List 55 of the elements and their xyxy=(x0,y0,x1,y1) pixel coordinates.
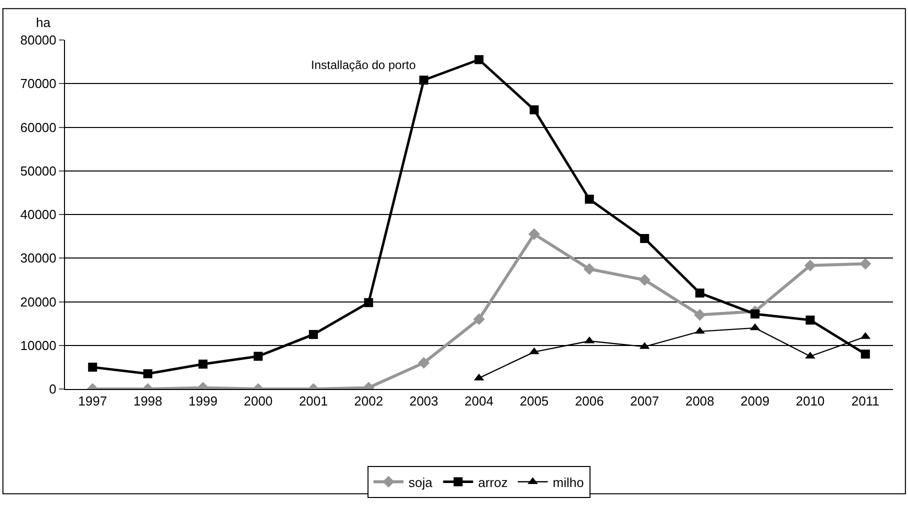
x-tick-label: 1999 xyxy=(188,394,218,409)
x-tick-label: 2002 xyxy=(354,394,384,409)
x-tick-label: 2008 xyxy=(685,394,714,409)
y-tick-label: 60000 xyxy=(20,120,56,135)
y-tick-label: 80000 xyxy=(20,32,56,48)
x-tick-label: 1998 xyxy=(133,394,162,409)
annotation: Installação do porto xyxy=(311,58,416,72)
point xyxy=(419,76,428,85)
point xyxy=(364,298,374,308)
y-tick-label: 10000 xyxy=(20,338,56,353)
y-tick-label: 50000 xyxy=(20,163,56,178)
point xyxy=(528,228,540,240)
point xyxy=(143,369,152,378)
point xyxy=(254,352,263,361)
x-tick-label: 2006 xyxy=(574,394,604,409)
legend-label: soja xyxy=(408,474,434,490)
point xyxy=(640,234,650,243)
point xyxy=(473,313,485,326)
point xyxy=(88,362,98,372)
point xyxy=(694,308,706,321)
y-tick-label: 20000 xyxy=(20,294,56,310)
x-tick-label: 2000 xyxy=(244,394,273,409)
point xyxy=(529,347,540,354)
point xyxy=(584,194,594,204)
point xyxy=(308,330,318,339)
y-tick-label: 0 xyxy=(49,382,56,397)
x-tick-label: 2009 xyxy=(740,394,770,409)
point xyxy=(750,309,760,318)
point xyxy=(805,352,816,359)
y-tick-label: 30000 xyxy=(20,250,56,266)
x-tick-label: 2007 xyxy=(630,394,660,409)
x-tick-label: 2010 xyxy=(796,394,825,409)
point xyxy=(638,274,650,286)
legend-label: arroz xyxy=(478,474,508,490)
point xyxy=(474,55,484,64)
x-tick-label: 2011 xyxy=(851,394,880,409)
x-tick-label: 2005 xyxy=(520,394,549,409)
x-tick-label: 2003 xyxy=(409,394,438,409)
legend-label: milho xyxy=(552,474,584,490)
point xyxy=(584,263,596,275)
x-tick-label: 2004 xyxy=(464,394,494,409)
point xyxy=(804,260,816,272)
x-tick-label: 2001 xyxy=(298,394,328,409)
point xyxy=(418,356,430,369)
point xyxy=(806,316,815,325)
point xyxy=(694,326,705,334)
x-tick-label: 1997 xyxy=(78,394,108,409)
point xyxy=(695,288,704,298)
y-tick-label: 40000 xyxy=(20,207,56,222)
y-tick-label: 70000 xyxy=(20,76,56,92)
point xyxy=(860,350,870,359)
y-axis-title: ha xyxy=(36,15,52,30)
point xyxy=(530,105,539,114)
point xyxy=(198,360,208,369)
point xyxy=(860,258,872,270)
